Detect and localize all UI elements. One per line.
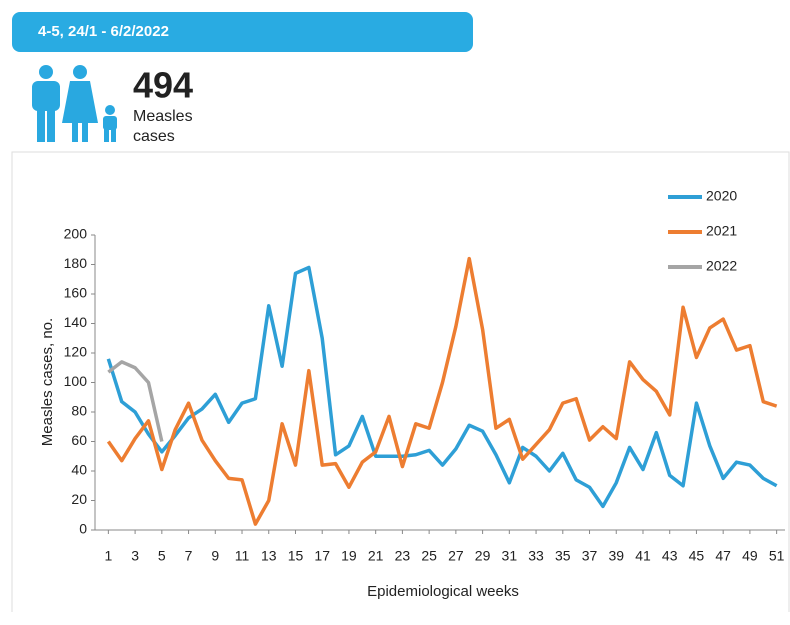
- x-tick-label: 51: [769, 548, 785, 564]
- stat-value: 494: [133, 65, 193, 106]
- x-tick-label: 15: [288, 548, 304, 564]
- series-line: [107, 360, 164, 442]
- y-tick-label: 60: [71, 432, 87, 448]
- y-tick-label: 0: [79, 521, 87, 537]
- x-tick-label: 39: [608, 548, 624, 564]
- x-axis-label: Epidemiological weeks: [367, 583, 519, 600]
- y-axis-label: Measles cases, no.: [39, 318, 56, 446]
- chart-frame: [11, 151, 790, 612]
- header-bar: [12, 12, 473, 52]
- x-tick-label: 49: [742, 548, 758, 564]
- header-title: 4-5, 24/1 - 6/2/2022: [38, 23, 169, 40]
- x-tick-label: 37: [582, 548, 598, 564]
- x-tick-label: 1: [104, 548, 112, 564]
- y-tick-label: 100: [64, 373, 88, 389]
- x-tick-label: 27: [448, 548, 464, 564]
- legend-label: 2021: [706, 223, 737, 239]
- x-tick-label: 23: [395, 548, 411, 564]
- x-tick-label: 13: [261, 548, 277, 564]
- legend-label: 2020: [706, 188, 737, 204]
- stat-label: cases: [133, 128, 175, 145]
- y-tick-label: 40: [71, 462, 87, 478]
- x-tick-label: 29: [475, 548, 491, 564]
- x-tick-label: 17: [314, 548, 330, 564]
- y-tick-label: 80: [71, 403, 87, 419]
- x-tick-label: 21: [368, 548, 384, 564]
- stat-label: Measles: [133, 108, 193, 125]
- legend-label: 2022: [706, 258, 737, 274]
- x-tick-label: 43: [662, 548, 678, 564]
- x-tick-label: 35: [555, 548, 571, 564]
- x-tick-label: 47: [715, 548, 731, 564]
- y-tick-label: 120: [64, 344, 88, 360]
- x-tick-label: 11: [235, 548, 250, 564]
- x-tick-label: 45: [689, 548, 705, 564]
- x-tick-label: 33: [528, 548, 544, 564]
- family-icon: [32, 65, 117, 142]
- x-tick-label: 41: [635, 548, 651, 564]
- y-tick-label: 20: [71, 491, 87, 507]
- x-tick-label: 19: [341, 548, 357, 564]
- x-tick-label: 5: [158, 548, 166, 564]
- series-line: [106, 265, 778, 509]
- y-tick-label: 160: [64, 285, 88, 301]
- y-tick-label: 200: [64, 226, 88, 242]
- x-tick-label: 7: [185, 548, 193, 564]
- x-tick-label: 9: [211, 548, 219, 564]
- y-tick-label: 180: [64, 255, 88, 271]
- series-line: [106, 256, 778, 526]
- x-tick-label: 31: [502, 548, 518, 564]
- x-tick-label: 25: [421, 548, 437, 564]
- x-tick-label: 3: [131, 548, 139, 564]
- y-tick-label: 140: [64, 314, 88, 330]
